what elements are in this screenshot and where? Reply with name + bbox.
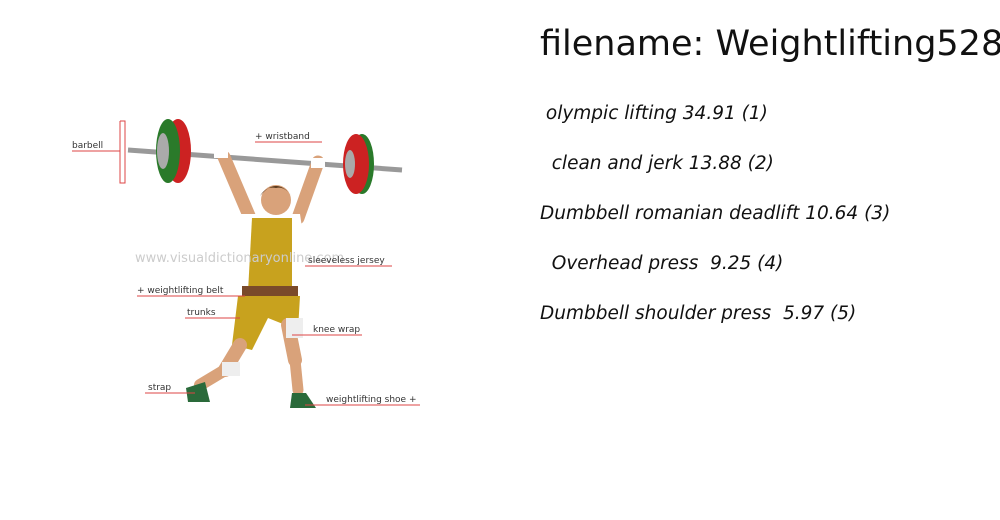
- plate: [343, 134, 369, 194]
- illustration: www.visualdictionaryonline.com barbell +…: [72, 119, 420, 408]
- label-line: [72, 120, 126, 184]
- part-label: barbell: [72, 141, 103, 151]
- prediction: Dumbbell shoulder press 5.97 (5): [540, 303, 857, 324]
- part-label: knee wrap: [313, 325, 360, 335]
- filename-title: filename: Weightlifting528.jpg: [540, 24, 1000, 64]
- prediction: olympic lifting 34.91 (1): [540, 103, 768, 124]
- prediction: Dumbbell romanian deadlift 10.64 (3): [540, 203, 891, 224]
- prediction: clean and jerk 13.88 (2): [540, 153, 774, 174]
- plate: [157, 133, 169, 169]
- prediction: Overhead press 9.25 (4): [540, 253, 784, 274]
- lifter: [186, 148, 325, 408]
- part-label: + weightlifting belt: [137, 286, 224, 296]
- part-label: sleeveless jersey: [308, 256, 385, 266]
- part-label: weightlifting shoe +: [326, 395, 417, 405]
- part-label: strap: [148, 383, 171, 393]
- part-label: + wristband: [255, 132, 310, 142]
- plate: [345, 150, 355, 178]
- watermark: www.visualdictionaryonline.com: [135, 251, 344, 266]
- part-label: trunks: [187, 308, 216, 318]
